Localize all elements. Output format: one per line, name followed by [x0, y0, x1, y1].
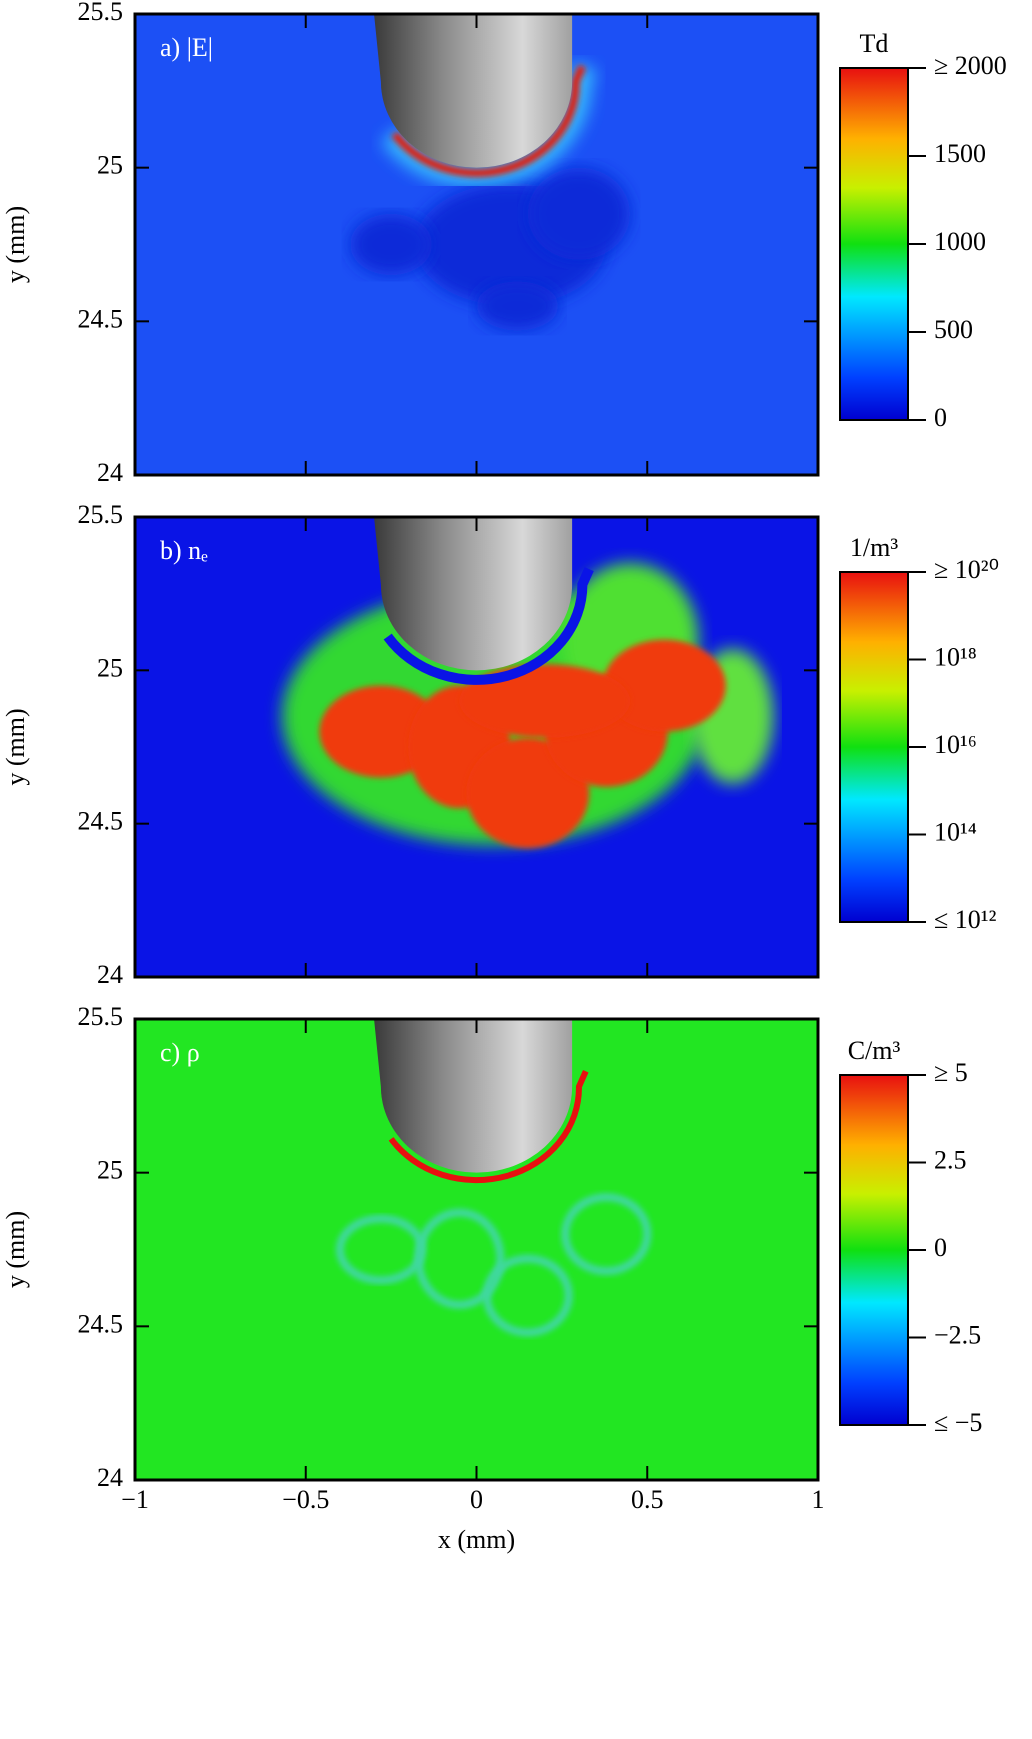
y-axis-label: y (mm) [1, 1211, 30, 1288]
colorbar-tick-label: −2.5 [934, 1320, 981, 1349]
colorbar-title: C/m³ [848, 1036, 901, 1065]
colorbar-tick-label: ≤ 10¹² [934, 905, 997, 934]
y-tick-label: 25.5 [78, 0, 124, 26]
colorbar-tick-label: 10¹⁶ [934, 730, 977, 759]
y-tick-label: 24 [97, 960, 123, 989]
colorbar-tick-label: ≥ 2000 [934, 51, 1007, 80]
colorbar-title: 1/m³ [850, 533, 898, 562]
x-tick-label: 0 [470, 1485, 483, 1514]
colorbar-tick-label: 2.5 [934, 1145, 967, 1174]
panel-label: c) ρ [160, 1038, 200, 1067]
y-tick-label: 25.5 [78, 500, 124, 529]
heatmap [135, 1019, 818, 1480]
colorbar-tick-label: ≤ −5 [934, 1408, 982, 1437]
colorbar [839, 67, 909, 421]
x-tick-label: −0.5 [282, 1485, 329, 1514]
x-axis-label: x (mm) [438, 1525, 515, 1554]
colorbar-tick-label: ≥ 10²⁰ [934, 555, 999, 584]
panel-label: b) nₑ [160, 536, 208, 565]
y-tick-label: 24.5 [78, 304, 124, 333]
electrode [374, 1019, 573, 1173]
y-tick-label: 25 [97, 1156, 123, 1185]
electrode [374, 14, 573, 168]
panel: c) ρ y (mm) 24 24.5 25 25.5 −1 −0.5 0 0.5 1 x (mm) C… [1, 1002, 982, 1554]
y-axis-label: y (mm) [1, 206, 30, 283]
y-tick-label: 25 [97, 151, 123, 180]
y-axis-label: y (mm) [1, 708, 30, 785]
colorbar-tick-label: 10¹⁸ [934, 642, 977, 671]
colorbar-tick-label: 1000 [934, 227, 986, 256]
x-tick-label: 1 [812, 1485, 825, 1514]
colorbar-tick-label: 500 [934, 315, 973, 344]
x-tick-label: 0.5 [631, 1485, 664, 1514]
y-tick-label: 25 [97, 653, 123, 682]
y-tick-label: 25.5 [78, 1002, 124, 1031]
y-tick-label: 24.5 [78, 1309, 124, 1338]
y-tick-label: 24 [97, 458, 123, 487]
colorbar [839, 571, 909, 923]
panel-label: a) |E| [160, 33, 213, 62]
x-tick-label: −1 [121, 1485, 149, 1514]
colorbar-tick-label: 1500 [934, 139, 986, 168]
electrode [374, 517, 573, 671]
colorbar [839, 1074, 909, 1426]
colorbar-tick-label: 10¹⁴ [934, 817, 977, 846]
heatmap [135, 14, 818, 475]
y-tick-label: 24.5 [78, 807, 124, 836]
colorbar-tick-label: 0 [934, 1233, 947, 1262]
panel: a) |E| y (mm) 24 24.5 25 25.5 Td ≥ 2000 1500 1000… [1, 0, 1007, 487]
heatmap [135, 517, 818, 977]
y-tick-label: 24 [97, 1463, 123, 1492]
colorbar-tick-label: ≥ 5 [934, 1058, 968, 1087]
colorbar-title: Td [860, 29, 889, 58]
panel: b) nₑ y (mm) 24 24.5 25 25.5 1/m³ ≥ 10²⁰ 10¹⁸ 10¹… [1, 500, 999, 989]
colorbar-tick-label: 0 [934, 403, 947, 432]
